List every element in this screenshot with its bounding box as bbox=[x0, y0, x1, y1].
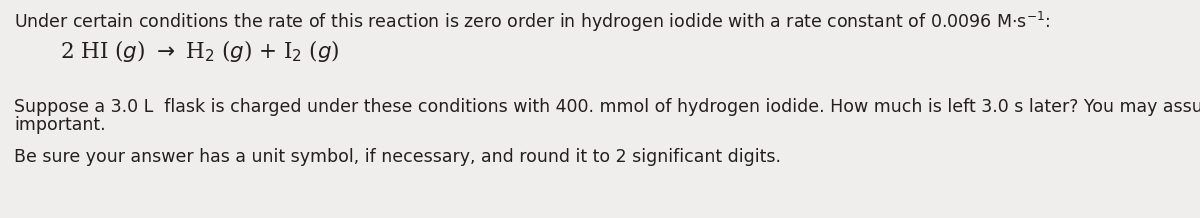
Text: Under certain conditions the rate of this reaction is zero order in hydrogen iod: Under certain conditions the rate of thi… bbox=[14, 10, 1050, 34]
Text: 2 HI ($g$) $\rightarrow$ H$_{2}$ ($g$) + I$_{2}$ ($g$): 2 HI ($g$) $\rightarrow$ H$_{2}$ ($g$) +… bbox=[60, 38, 340, 64]
Text: Be sure your answer has a unit symbol, if necessary, and round it to 2 significa: Be sure your answer has a unit symbol, i… bbox=[14, 148, 781, 166]
Text: Suppose a 3.0 L  flask is charged under these conditions with 400. mmol of hydro: Suppose a 3.0 L flask is charged under t… bbox=[14, 98, 1200, 116]
Text: important.: important. bbox=[14, 116, 106, 134]
